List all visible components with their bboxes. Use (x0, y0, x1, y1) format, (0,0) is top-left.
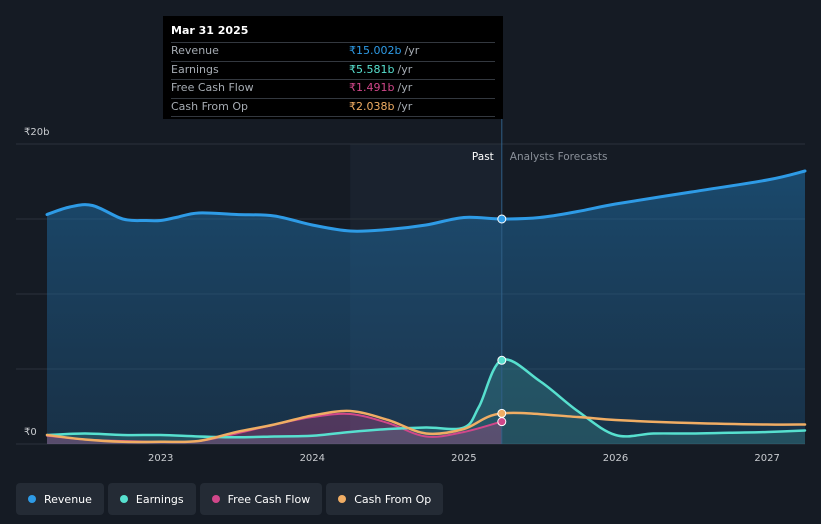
tooltip-label: Revenue (171, 44, 219, 57)
line-revenue (45, 169, 807, 233)
legend-item-revenue[interactable]: Revenue (16, 483, 104, 515)
tooltip-unit: /yr (397, 62, 413, 76)
marker-cash_from_op (497, 408, 507, 418)
tooltip-row-revenue: Revenue ₹15.002b /yr (171, 42, 495, 61)
tooltip-label: Earnings (171, 62, 219, 76)
x-tick-label: 2027 (754, 453, 779, 464)
series-lines (45, 169, 807, 444)
tooltip-unit: /yr (404, 44, 420, 57)
marker-earnings (497, 355, 507, 365)
tooltip-value: ₹2.038b (349, 99, 395, 113)
x-tick-label: 2026 (603, 453, 628, 464)
tooltip-row-earnings: Earnings ₹5.581b /yr (171, 60, 495, 80)
tooltip-value: ₹1.491b (349, 81, 395, 94)
legend-dot-icon (28, 495, 36, 503)
chart-legend: Revenue Earnings Free Cash Flow Cash Fro… (16, 483, 444, 515)
forecast-label: Analysts Forecasts (510, 151, 608, 163)
legend-label: Free Cash Flow (227, 492, 311, 506)
marker-free_cash_flow (497, 417, 507, 427)
tooltip-row-free-cash-flow: Free Cash Flow ₹1.491b /yr (171, 79, 495, 98)
x-tick-label: 2023 (148, 453, 173, 464)
series-markers (497, 214, 507, 427)
x-tick-label: 2025 (451, 453, 476, 464)
tooltip-value: ₹5.581b (349, 62, 395, 76)
tooltip-value: ₹15.002b (349, 44, 402, 57)
legend-item-free-cash-flow[interactable]: Free Cash Flow (199, 483, 323, 515)
past-label: Past (472, 151, 494, 163)
line-cash_from_op (45, 409, 807, 444)
data-tooltip: Mar 31 2025 Revenue ₹15.002b /yr Earning… (163, 16, 503, 119)
tooltip-unit: /yr (397, 99, 413, 113)
tooltip-label: Free Cash Flow (171, 81, 254, 94)
tooltip-unit: /yr (397, 81, 413, 94)
tooltip-label: Cash From Op (171, 99, 249, 113)
legend-dot-icon (211, 495, 220, 503)
legend-label: Revenue (44, 492, 92, 506)
area-free_cash_flow (47, 413, 502, 444)
axis-labels: ₹20b ₹0 2023 2024 2025 2026 2027 (24, 127, 780, 464)
legend-dot-icon (119, 495, 128, 503)
legend-item-earnings[interactable]: Earnings (107, 483, 196, 515)
y-tick-label: ₹20b (24, 127, 49, 138)
area-revenue (47, 171, 805, 444)
line-earnings (45, 358, 807, 439)
legend-dot-icon (338, 495, 347, 503)
marker-revenue (497, 214, 507, 224)
y-tick-label: ₹0 (24, 427, 37, 438)
x-tick-label: 2024 (300, 453, 325, 464)
tooltip-date: Mar 31 2025 (171, 24, 249, 37)
tooltip-row-cash-from-op: Cash From Op ₹2.038b /yr (171, 97, 495, 117)
legend-label: Earnings (135, 492, 184, 506)
legend-item-cash-from-op[interactable]: Cash From Op (326, 483, 444, 515)
legend-label: Cash From Op (354, 492, 432, 506)
